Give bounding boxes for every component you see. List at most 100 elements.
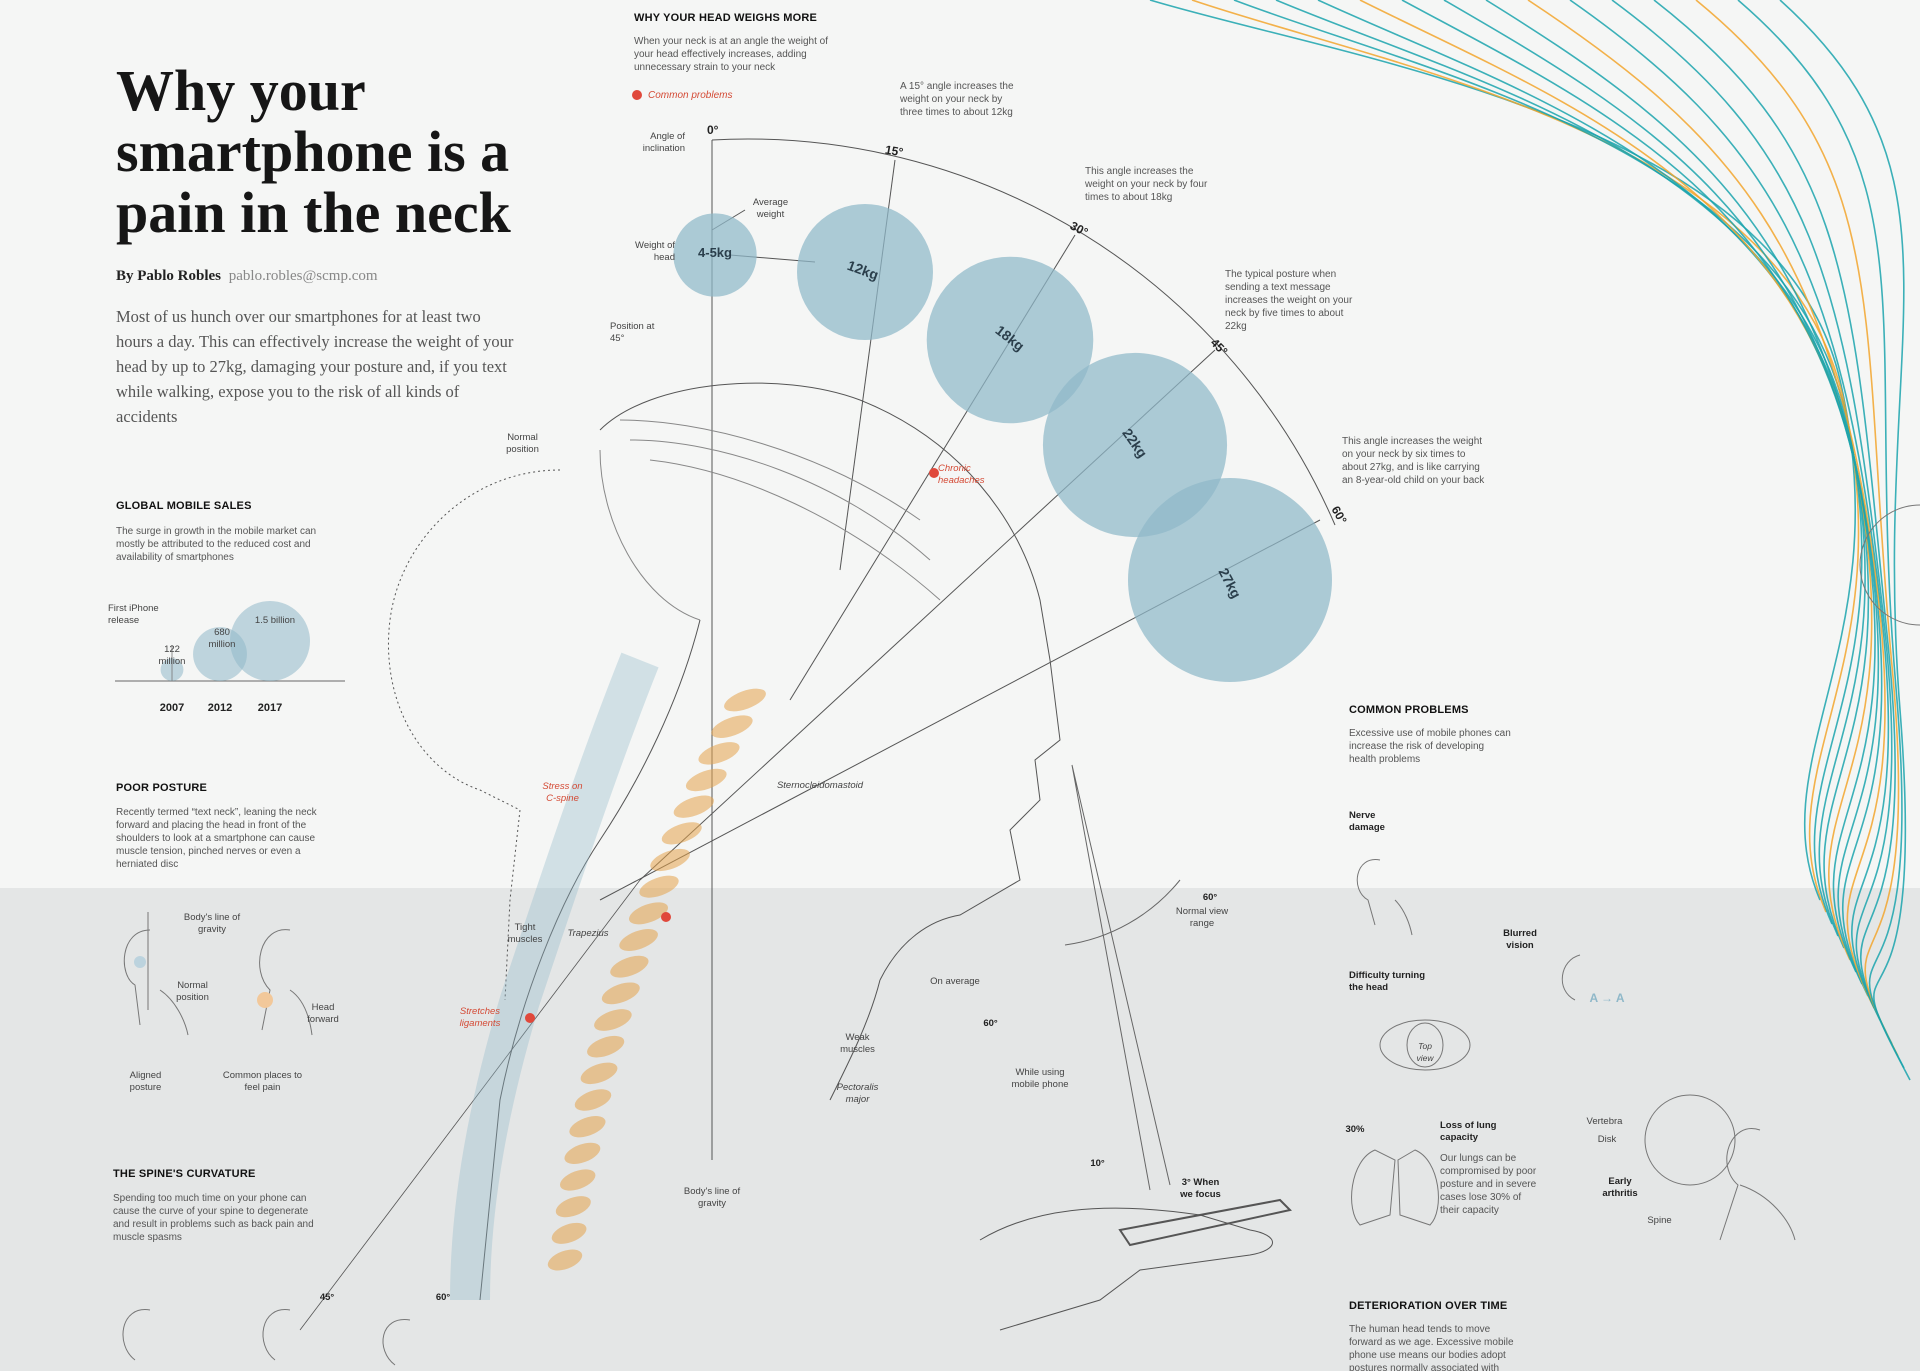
sales-label-2012: 680 million bbox=[208, 627, 236, 650]
vertebra-3 bbox=[685, 768, 727, 792]
chronic-headaches-label: Chronic headaches bbox=[938, 463, 985, 486]
legend-red-dot bbox=[632, 90, 642, 100]
posture-aligned-label: Aligned posture bbox=[129, 1070, 162, 1093]
disk-label: Disk bbox=[1597, 1134, 1617, 1145]
nerve-damage-label: Nerve damage bbox=[1349, 810, 1385, 833]
vertebra-15 bbox=[574, 1089, 612, 1111]
lung-capacity-title: Loss of lung capacity bbox=[1440, 1120, 1497, 1143]
position-45-label: Position at 45° bbox=[610, 321, 655, 344]
weight-bubbles bbox=[673, 204, 1332, 682]
vertebra-10 bbox=[610, 955, 649, 978]
poor-posture-description: Recently termed “text neck”, leaning the… bbox=[116, 807, 317, 870]
trapezius-label: Trapezius bbox=[567, 928, 609, 939]
mobile-sales-description: The surge in growth in the mobile market… bbox=[116, 526, 317, 563]
woman-neck-back bbox=[479, 619, 701, 1301]
spine-label: Spine bbox=[1647, 1215, 1672, 1226]
vertebra-1 bbox=[711, 715, 753, 738]
vertebra-4 bbox=[673, 795, 715, 818]
sternocleidomastoid-label: Sternocleidomastoid bbox=[776, 780, 864, 791]
author-name: By Pablo Robles bbox=[116, 268, 222, 284]
stripe-3 bbox=[1275, 0, 1866, 937]
sales-year-2017: 2017 bbox=[257, 702, 283, 714]
blurred-vision-label: Blurred vision bbox=[1503, 928, 1537, 951]
vertebra-19 bbox=[555, 1196, 591, 1218]
decorative-stripes bbox=[1149, 0, 1911, 1081]
vertebra-13 bbox=[587, 1035, 625, 1058]
note-45: The typical posture when sending a text … bbox=[1225, 269, 1353, 332]
body-line-gravity-label: Body's line of gravity bbox=[683, 1186, 741, 1209]
vertebra-0 bbox=[724, 688, 766, 712]
vertebra-6 bbox=[650, 848, 690, 872]
lower-background-band bbox=[0, 888, 1920, 1371]
spine-angle-60: 60° bbox=[435, 1292, 451, 1303]
difficulty-turning-label: Difficulty turning the head bbox=[1349, 970, 1425, 993]
problem-figures bbox=[1351, 504, 1920, 1241]
sales-label-2017: 1.5 billion bbox=[254, 615, 296, 626]
common-problems-description: Excessive use of mobile phones can incre… bbox=[1349, 728, 1511, 765]
stripe-15 bbox=[1779, 0, 1911, 1081]
vertebra-label: Vertebra bbox=[1586, 1116, 1623, 1127]
posture-figures bbox=[122, 912, 411, 1366]
vertebra-12 bbox=[594, 1009, 632, 1031]
spine-vertebrae bbox=[450, 652, 766, 1301]
stripe-13 bbox=[1695, 0, 1900, 1057]
back-shadow bbox=[450, 652, 659, 1301]
top-view-inner bbox=[1406, 1022, 1444, 1068]
average-weight-label: Average weight bbox=[752, 197, 789, 220]
note-15: A 15° angle increases the weight on your… bbox=[900, 81, 1014, 118]
weight-0-label: 4-5kg bbox=[698, 245, 732, 260]
vertebra-11 bbox=[601, 982, 640, 1005]
note-60: This angle increases the weight on your … bbox=[1342, 436, 1485, 486]
aligned-head-dot bbox=[134, 956, 146, 968]
angle-0-label: 0° bbox=[707, 123, 719, 137]
vertebra-5 bbox=[661, 822, 702, 845]
posture-gravity-label: Body's line of gravity bbox=[183, 912, 241, 935]
deterioration-heading: DETERIORATION OVER TIME bbox=[1349, 1300, 1508, 1312]
author-email[interactable]: pablo.robles@scmp.com bbox=[228, 268, 378, 284]
stretches-ligaments-label: Stretches ligaments bbox=[459, 1006, 501, 1029]
spine-angle-line bbox=[299, 879, 641, 1331]
stripe-11 bbox=[1611, 0, 1893, 1033]
deterioration-description: The human head tends to move forward as … bbox=[1349, 1324, 1514, 1371]
vertebra-18 bbox=[559, 1169, 596, 1191]
stress-cspine-label: Stress on C-spine bbox=[542, 781, 583, 804]
normal-position-label: Normal position bbox=[506, 432, 539, 455]
head-weight-description: When your neck is at an angle the weight… bbox=[634, 36, 829, 73]
lung-percent-label: 30% bbox=[1345, 1124, 1365, 1135]
sales-circles bbox=[160, 601, 310, 681]
weight-bubble-1 bbox=[797, 204, 933, 340]
head-silhouette bbox=[388, 382, 1293, 1331]
vertebra-2 bbox=[698, 742, 740, 765]
first-iphone-label: First iPhone release bbox=[108, 603, 159, 626]
early-arthritis-label: Early arthritis bbox=[1602, 1176, 1638, 1199]
head-weight-heading: WHY YOUR HEAD WEIGHS MORE bbox=[634, 12, 818, 24]
note-30: This angle increases the weight on your … bbox=[1085, 166, 1208, 203]
stripe-1 bbox=[1191, 0, 1860, 913]
vertebra-16 bbox=[569, 1116, 606, 1138]
vertebra-7 bbox=[639, 875, 679, 898]
aligned-figure bbox=[123, 929, 189, 1036]
angle-15-label: 15° bbox=[883, 142, 905, 160]
problem-markers bbox=[525, 90, 939, 1023]
common-problems-heading: COMMON PROBLEMS bbox=[1349, 704, 1469, 716]
intro-paragraph: Most of us hunch over our smartphones fo… bbox=[116, 307, 514, 426]
angle-of-inclination-label: Angle of inclination bbox=[642, 131, 685, 154]
stripe-8 bbox=[1485, 0, 1883, 997]
cspine-red-dot bbox=[661, 912, 671, 922]
stripe-12 bbox=[1653, 0, 1896, 1045]
headache-red-dot bbox=[929, 468, 939, 478]
blurred-figure bbox=[1561, 954, 1581, 1001]
on-average-angle-label: 60° bbox=[983, 1018, 998, 1029]
stripe-14 bbox=[1737, 0, 1905, 1069]
stripe-2 bbox=[1233, 0, 1863, 925]
common-problems-legend: Common problems bbox=[648, 90, 733, 101]
woman-front-neck bbox=[829, 979, 881, 1101]
weak-muscles-label: Weak muscles bbox=[840, 1032, 875, 1055]
page-title: Why your smartphone is a pain in the nec… bbox=[116, 58, 511, 245]
arthritis-figure bbox=[1719, 1128, 1796, 1241]
forward-figure bbox=[259, 929, 313, 1036]
view-lines bbox=[1064, 764, 1181, 1191]
weight-bubble-2 bbox=[926, 256, 1094, 424]
